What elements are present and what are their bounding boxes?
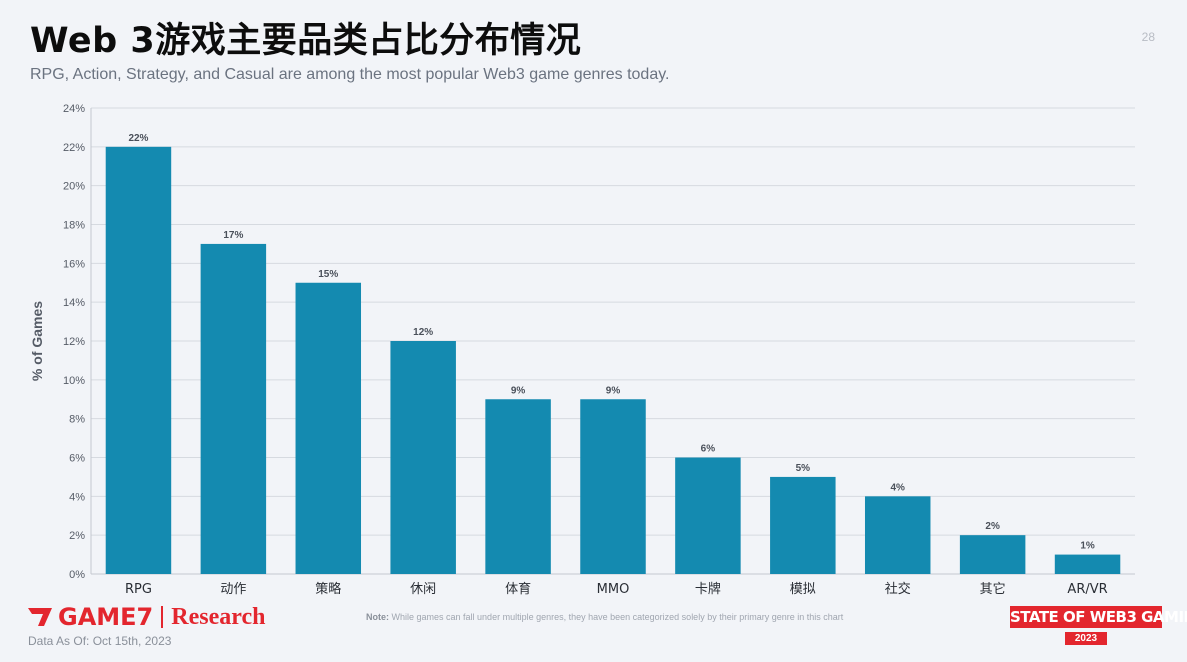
- y-tick-label: 2%: [69, 530, 85, 542]
- bar: [1054, 554, 1121, 574]
- bar: [390, 341, 456, 574]
- x-tick-label: 体育: [505, 581, 531, 597]
- bar-chart: 0% 2% 4% 6% 8% 10% 12% 14% 16% 18% 20% 22% 24% 22% RPG…: [29, 103, 1135, 597]
- x-tick-label: 模拟: [790, 582, 816, 597]
- bar: [580, 399, 646, 574]
- y-tick-label: 16%: [63, 258, 85, 270]
- bar-value-label: 9%: [511, 385, 526, 396]
- bar-value-label: 5%: [796, 463, 811, 474]
- chart-note: Note: While games can fall under multipl…: [366, 612, 843, 622]
- data-as-of: Data As Of: Oct 15th, 2023: [28, 634, 172, 648]
- badge-year: 2023: [1064, 632, 1108, 645]
- y-tick-label: 4%: [69, 491, 85, 503]
- y-tick-label: 8%: [69, 414, 85, 426]
- bar-value-label: 6%: [701, 444, 716, 455]
- page-subtitle: RPG, Action, Strategy, and Casual are am…: [30, 66, 670, 83]
- y-tick-label: 22%: [63, 142, 85, 154]
- y-tick-label: 10%: [63, 375, 85, 387]
- x-tick-label: 动作: [220, 582, 246, 597]
- y-tick-label: 0%: [69, 569, 85, 581]
- bar: [295, 282, 362, 574]
- game7-logo: GAME7 Research: [28, 603, 265, 631]
- bar: [105, 146, 172, 575]
- bar: [864, 496, 931, 574]
- y-tick-label: 24%: [63, 103, 85, 115]
- x-tick-label: 策略: [315, 581, 341, 597]
- logo-separator: [161, 606, 164, 628]
- state-of-web3-gaming-badge: STATE OF WEB3 GAMING 2023: [1010, 606, 1187, 646]
- bar-value-label: 2%: [985, 521, 1000, 532]
- page-title: Web 3游戏主要品类占比分布情况: [30, 21, 582, 61]
- x-tick-label: 社交: [885, 581, 911, 597]
- note-label: Note:: [366, 612, 389, 622]
- bar-value-label: 12%: [413, 327, 433, 338]
- y-tick-label: 6%: [69, 453, 85, 465]
- logo-text: GAME7: [58, 603, 154, 631]
- y-tick-label: 18%: [63, 220, 85, 232]
- x-tick-label: 卡牌: [695, 581, 721, 597]
- game7-logo-icon: [28, 608, 52, 626]
- bar-value-label: 22%: [128, 133, 148, 144]
- bar: [770, 476, 836, 574]
- bar-value-label: 17%: [223, 230, 243, 241]
- y-tick-label: 14%: [63, 297, 85, 309]
- bar: [200, 243, 267, 574]
- bar: [485, 399, 551, 574]
- bar-value-label: 9%: [606, 385, 621, 396]
- x-tick-label: MMO: [597, 582, 630, 597]
- note-text: While games can fall under multiple genr…: [391, 612, 844, 622]
- page-number: 28: [1141, 30, 1155, 44]
- x-tick-label: AR/VR: [1067, 582, 1107, 597]
- x-tick-label: RPG: [125, 582, 152, 597]
- bar-value-label: 15%: [318, 269, 338, 280]
- logo-suffix: Research: [171, 603, 266, 630]
- x-tick-label: 休闲: [410, 582, 436, 597]
- bar-value-label: 4%: [891, 482, 906, 493]
- bar: [675, 457, 741, 574]
- bar-value-label: 1%: [1080, 541, 1095, 552]
- badge-text: STATE OF WEB3 GAMING: [1010, 606, 1187, 628]
- y-tick-label: 20%: [63, 181, 85, 193]
- bar: [959, 535, 1026, 574]
- y-tick-label: 12%: [63, 336, 85, 348]
- x-tick-label: 其它: [980, 581, 1006, 597]
- y-axis-label: % of Games: [29, 301, 45, 381]
